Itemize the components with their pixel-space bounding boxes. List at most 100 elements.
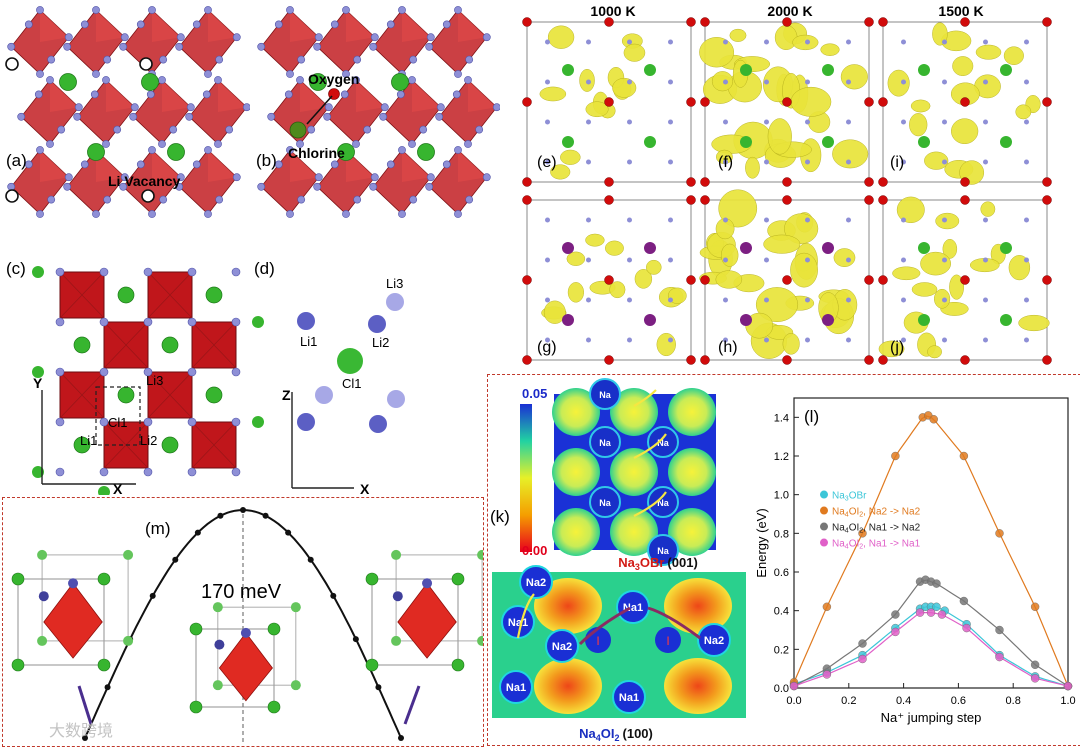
lithium-atom	[267, 112, 276, 121]
lithium-atom	[313, 182, 322, 191]
sodium-atom	[846, 337, 851, 343]
sodium-atom	[68, 578, 79, 589]
oxygen-annotation: Oxygen	[308, 71, 359, 87]
lithium-atom	[148, 6, 156, 14]
sodium-atom	[846, 79, 851, 85]
sodium-atom	[627, 217, 632, 223]
sodium-atom	[942, 337, 947, 343]
isosurface-blob	[605, 240, 624, 256]
sodium-atom	[846, 297, 851, 303]
lithium-atom	[187, 317, 197, 327]
lithium-atom	[74, 103, 83, 112]
sodium-atom	[942, 159, 947, 165]
profile-point	[262, 512, 269, 519]
sodium-atom	[422, 578, 433, 589]
chlorine-atom	[562, 64, 574, 76]
isosurface-blob	[560, 149, 581, 165]
sodium-site	[647, 426, 679, 458]
chlorine-atom	[161, 436, 179, 454]
isosurface-blob	[911, 282, 938, 297]
octahedron	[175, 6, 241, 78]
cube-edge	[195, 628, 275, 708]
y-tick-label: 0.0	[774, 683, 789, 695]
series-line	[793, 579, 1069, 687]
chlorine-atom	[417, 143, 435, 161]
chlorine-atom	[365, 658, 379, 672]
oxygen-atom	[960, 355, 970, 365]
sodium-atom	[901, 79, 906, 85]
lithium-atom	[363, 125, 372, 134]
migration-arrow	[633, 491, 667, 517]
lithium-atom	[257, 182, 266, 191]
oxygen-atom	[522, 195, 532, 205]
oxygen-atom	[522, 275, 532, 285]
panel-m-migration: (m) 170 meV 大数跨境	[11, 507, 483, 742]
isosurface-blob	[896, 196, 925, 224]
oxygen-atom	[604, 275, 614, 285]
y-tick-label: 1.2	[774, 451, 789, 463]
li-vacancy-marker	[139, 57, 153, 71]
density-blob	[610, 448, 658, 496]
octahedron	[257, 146, 323, 218]
sodium-atom	[764, 119, 769, 125]
sodium-atom	[983, 159, 988, 165]
isosurface-blob	[952, 56, 974, 77]
profile-point	[149, 592, 156, 599]
sodium-atom	[1024, 337, 1029, 343]
sodium-atom	[805, 337, 810, 343]
isosurface-blob	[924, 151, 949, 170]
octahedron	[175, 146, 241, 218]
chlorine-atom	[822, 64, 834, 76]
chlorine-atom	[189, 622, 203, 636]
chlorine-atom	[267, 622, 281, 636]
isosurface-blob	[715, 270, 743, 289]
octahedron	[7, 146, 73, 218]
lithium-atom	[187, 417, 197, 427]
lithium-atom	[352, 140, 360, 148]
chart-panel-label: (l)	[804, 407, 819, 426]
lithium-atom	[36, 6, 44, 14]
sodium-atom	[1024, 159, 1029, 165]
oxygen-atom	[878, 17, 888, 27]
migration-arrow	[578, 606, 631, 646]
sodium-atom	[805, 217, 810, 223]
axis-label-y: Y	[33, 375, 43, 391]
lithium-atom	[232, 173, 241, 182]
oxygen-atom	[522, 17, 532, 27]
oxygen-atom	[522, 177, 532, 187]
oxygen-atom	[686, 17, 696, 27]
migration-arrow	[633, 389, 657, 407]
isosurface-grid: 1000 K 2000 K 1500 K (e) (f) (i) (g) (h)…	[522, 3, 1052, 365]
chlorine-atom	[644, 64, 656, 76]
y-tick-label: 0.8	[774, 528, 789, 540]
profile-point	[240, 507, 246, 513]
panel-a-label: (a)	[6, 151, 27, 170]
sodium-atom	[901, 217, 906, 223]
panel-e-label: (e)	[537, 154, 557, 171]
oxygen-atom	[700, 17, 710, 27]
sodium-site	[589, 486, 621, 518]
isosurface-blob	[932, 22, 948, 46]
oxygen-atom	[522, 97, 532, 107]
isosurface-cell	[699, 17, 874, 187]
isosurface-blob	[1003, 46, 1024, 65]
lithium-atom	[231, 317, 241, 327]
oxygen-atom	[960, 17, 970, 27]
sodium-site-label: Na1	[623, 602, 643, 614]
lithium-atom	[55, 367, 65, 377]
density-blob	[664, 578, 732, 634]
profile-point	[398, 735, 404, 741]
iodine-atom	[644, 242, 656, 254]
isosurface-blob	[699, 37, 735, 68]
oxygen-atom	[604, 195, 614, 205]
chlorine-atom	[59, 73, 77, 91]
octahedron-face	[162, 80, 191, 112]
chlorine-atom	[290, 602, 301, 613]
data-point	[995, 625, 1004, 635]
data-point	[932, 602, 941, 612]
data-point	[789, 681, 799, 691]
chlorine-atom	[451, 658, 465, 672]
isosurface-blob	[832, 139, 869, 169]
oxygen-atom	[686, 275, 696, 285]
y-tick-label: 1.0	[774, 490, 789, 502]
